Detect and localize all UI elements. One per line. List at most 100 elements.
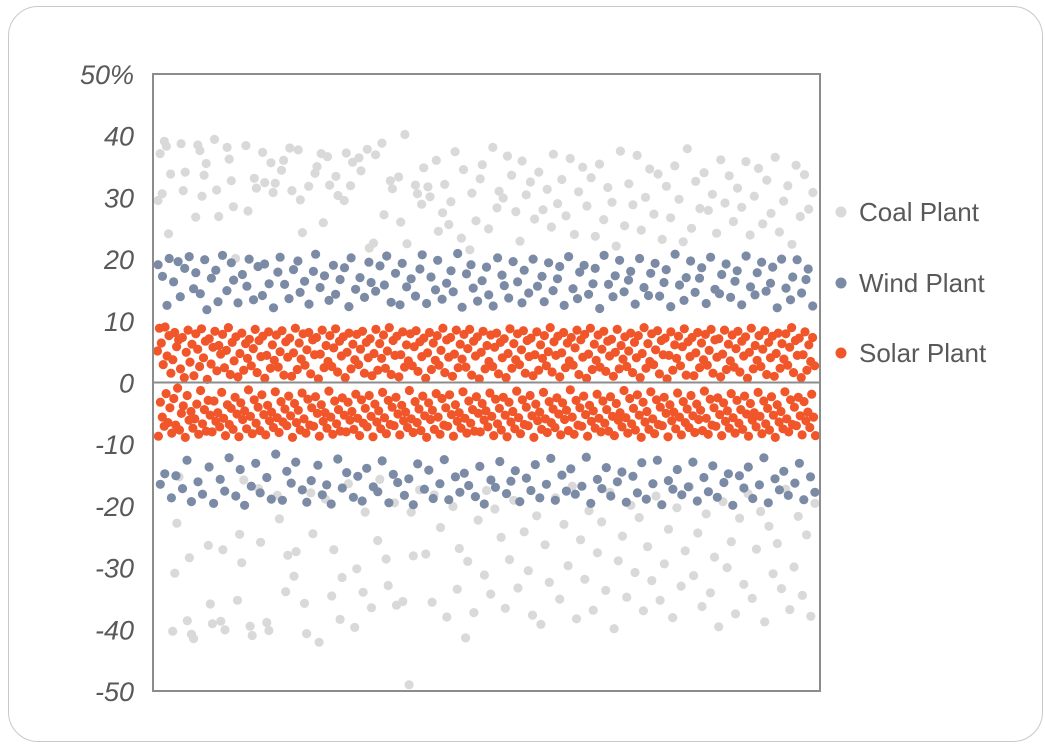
data-point	[362, 144, 372, 154]
data-point	[275, 252, 285, 262]
data-point	[728, 216, 739, 227]
data-point	[574, 369, 584, 380]
data-point	[467, 188, 477, 198]
data-point	[607, 197, 617, 207]
data-point	[204, 462, 214, 472]
data-point	[326, 499, 336, 509]
data-point	[481, 406, 491, 416]
data-point	[728, 500, 738, 510]
data-point	[168, 355, 178, 365]
data-point	[455, 339, 465, 349]
data-point	[400, 129, 410, 140]
data-point	[276, 397, 286, 407]
data-point	[251, 183, 261, 193]
data-point	[492, 203, 502, 213]
data-point	[357, 326, 368, 336]
data-point	[182, 390, 192, 401]
data-point	[435, 429, 445, 439]
data-point	[500, 603, 510, 613]
data-point	[678, 237, 688, 247]
data-point	[770, 432, 780, 442]
data-point	[307, 403, 317, 413]
data-point	[759, 396, 769, 406]
data-point	[237, 558, 247, 568]
data-point	[435, 522, 446, 533]
data-point	[774, 485, 785, 495]
data-point	[635, 373, 645, 383]
data-point	[428, 338, 438, 348]
data-point	[762, 175, 772, 185]
data-point	[446, 410, 457, 420]
data-point	[588, 605, 598, 615]
data-point	[382, 346, 392, 356]
data-point	[672, 464, 682, 475]
data-point	[190, 414, 200, 424]
data-point	[332, 419, 342, 429]
data-point	[270, 178, 280, 188]
data-point	[192, 399, 202, 409]
data-point	[550, 495, 560, 505]
data-point	[335, 614, 345, 625]
data-point	[715, 410, 725, 420]
data-point	[295, 195, 305, 205]
data-point	[567, 412, 577, 422]
data-point	[164, 253, 174, 264]
data-point	[667, 416, 677, 426]
data-point	[534, 365, 544, 375]
data-point	[226, 258, 236, 268]
data-point	[586, 173, 596, 183]
data-point	[759, 453, 769, 463]
data-point	[509, 339, 519, 349]
data-point	[580, 574, 590, 584]
data-point	[362, 463, 372, 473]
data-point	[360, 507, 370, 517]
data-point	[161, 389, 171, 399]
data-point	[556, 430, 566, 440]
data-point	[720, 416, 731, 426]
data-point	[660, 333, 670, 343]
data-point	[646, 268, 656, 278]
data-point	[328, 429, 338, 439]
data-point	[482, 340, 492, 351]
data-point	[171, 471, 181, 481]
data-point	[636, 225, 646, 235]
data-point	[184, 252, 194, 262]
data-point	[610, 347, 620, 357]
data-point	[591, 355, 601, 365]
data-point	[768, 262, 778, 272]
data-point	[750, 290, 760, 300]
data-point	[709, 403, 719, 413]
data-point	[288, 265, 299, 275]
data-point	[506, 417, 516, 427]
data-point	[499, 281, 509, 291]
data-point	[664, 350, 674, 360]
data-point	[178, 186, 188, 196]
data-point	[750, 340, 760, 351]
data-point	[575, 267, 585, 277]
data-point	[232, 595, 243, 605]
data-point	[284, 294, 294, 304]
data-point	[389, 421, 399, 431]
data-point	[785, 295, 796, 305]
data-point	[651, 345, 661, 355]
data-point	[294, 338, 304, 348]
data-point	[810, 487, 820, 497]
data-point	[748, 364, 758, 374]
data-point	[327, 591, 337, 601]
data-point	[397, 258, 407, 268]
data-point	[456, 233, 466, 243]
data-point	[383, 580, 393, 591]
data-point	[624, 179, 634, 189]
data-point	[652, 455, 663, 465]
data-point	[181, 347, 191, 357]
data-point	[774, 227, 785, 237]
data-point	[717, 269, 727, 280]
data-point	[682, 144, 692, 154]
data-points	[152, 129, 821, 690]
data-point	[686, 256, 696, 266]
data-point	[185, 357, 195, 367]
data-point	[508, 257, 518, 267]
data-point	[762, 369, 772, 380]
data-point	[415, 264, 425, 274]
data-point	[393, 477, 403, 488]
